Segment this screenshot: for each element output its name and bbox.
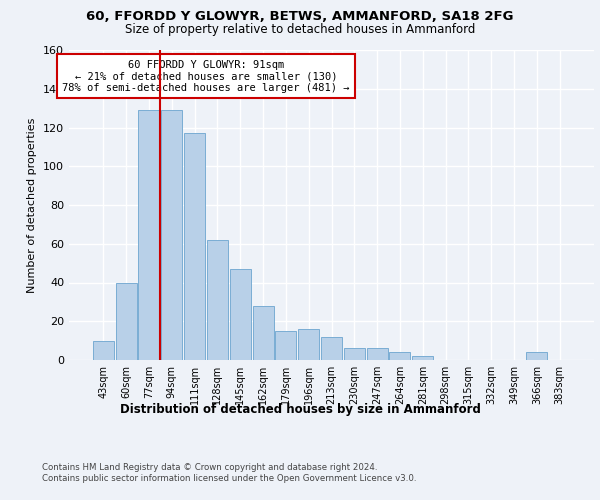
- Bar: [93, 340, 114, 360]
- Y-axis label: Number of detached properties: Number of detached properties: [28, 118, 37, 292]
- Bar: [116, 282, 137, 360]
- Bar: [275, 331, 296, 360]
- Bar: [161, 110, 182, 360]
- Bar: [412, 356, 433, 360]
- Bar: [389, 352, 410, 360]
- Bar: [344, 348, 365, 360]
- Bar: [253, 306, 274, 360]
- Bar: [184, 134, 205, 360]
- Bar: [298, 329, 319, 360]
- Text: Distribution of detached houses by size in Ammanford: Distribution of detached houses by size …: [119, 402, 481, 415]
- Bar: [367, 348, 388, 360]
- Text: Contains HM Land Registry data © Crown copyright and database right 2024.: Contains HM Land Registry data © Crown c…: [42, 462, 377, 471]
- Text: 60 FFORDD Y GLOWYR: 91sqm
← 21% of detached houses are smaller (130)
78% of semi: 60 FFORDD Y GLOWYR: 91sqm ← 21% of detac…: [62, 60, 350, 93]
- Bar: [139, 110, 160, 360]
- Bar: [230, 269, 251, 360]
- Text: Contains public sector information licensed under the Open Government Licence v3: Contains public sector information licen…: [42, 474, 416, 483]
- Text: Size of property relative to detached houses in Ammanford: Size of property relative to detached ho…: [125, 22, 475, 36]
- Text: 60, FFORDD Y GLOWYR, BETWS, AMMANFORD, SA18 2FG: 60, FFORDD Y GLOWYR, BETWS, AMMANFORD, S…: [86, 10, 514, 23]
- Bar: [321, 337, 342, 360]
- Bar: [207, 240, 228, 360]
- Bar: [526, 352, 547, 360]
